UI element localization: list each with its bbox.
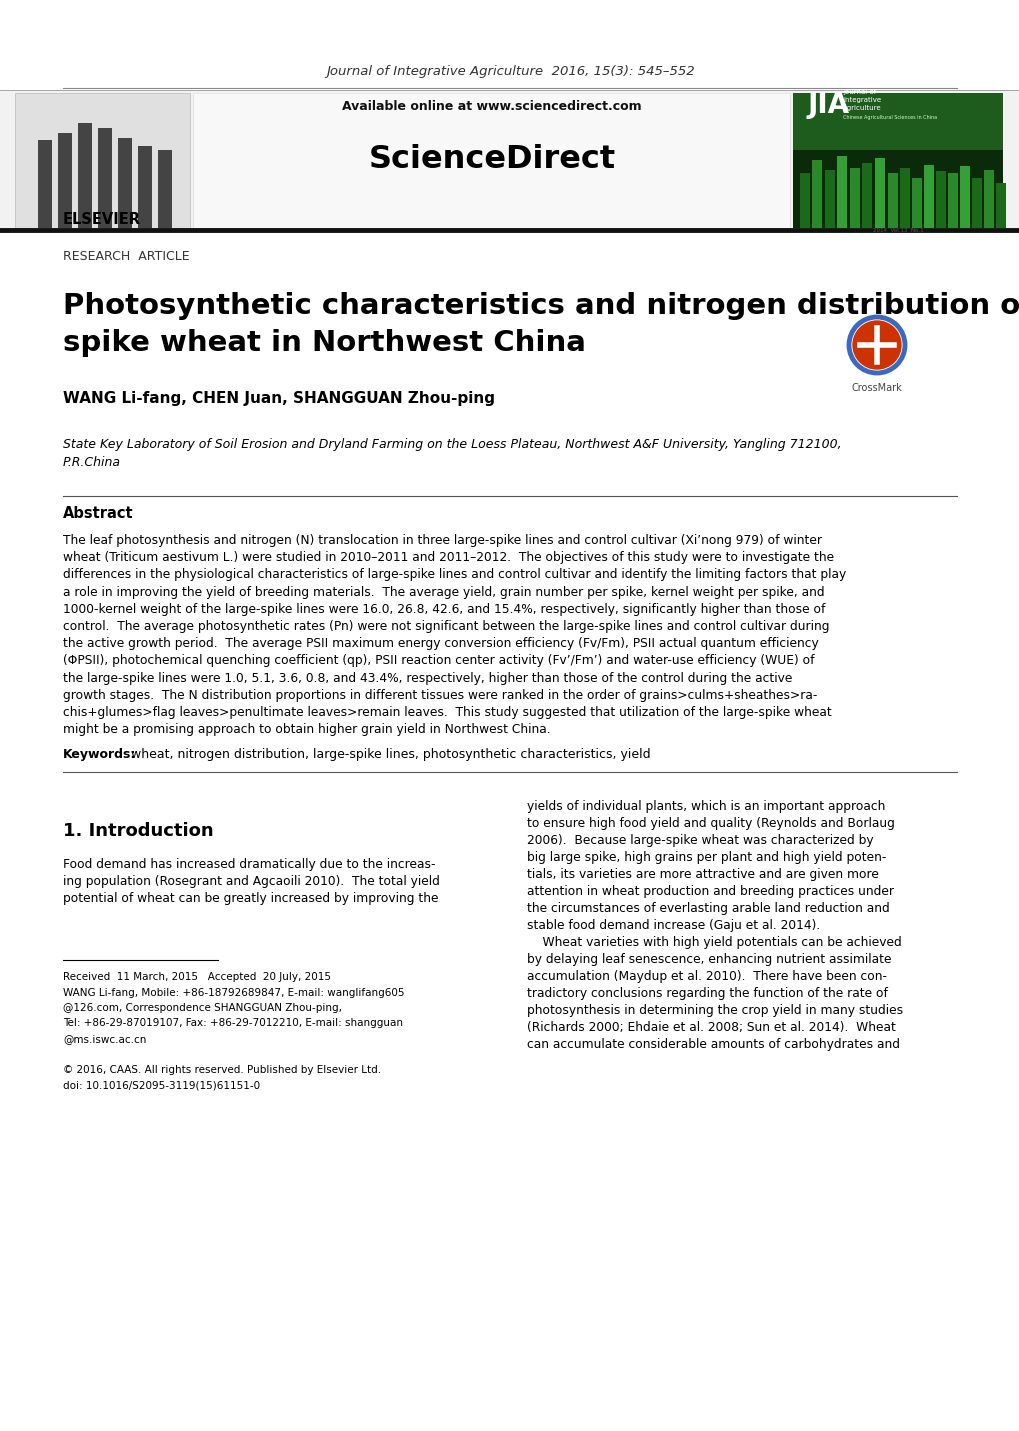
- Text: potential of wheat can be greatly increased by improving the: potential of wheat can be greatly increa…: [63, 892, 438, 904]
- Text: yields of individual plants, which is an important approach: yields of individual plants, which is an…: [527, 800, 884, 813]
- Text: State Key Laboratory of Soil Erosion and Dryland Farming on the Loess Plateau, N: State Key Laboratory of Soil Erosion and…: [63, 438, 841, 451]
- Text: by delaying leaf senescence, enhancing nutrient assimilate: by delaying leaf senescence, enhancing n…: [527, 953, 891, 966]
- Circle shape: [852, 321, 900, 369]
- Bar: [38, 140, 52, 228]
- Text: the active growth period.  The average PSII maximum energy conversion efficiency: the active growth period. The average PS…: [63, 637, 818, 650]
- Text: ELSEVIER: ELSEVIER: [63, 212, 141, 228]
- Bar: [118, 137, 131, 228]
- Bar: [995, 183, 1005, 228]
- Bar: [158, 150, 172, 228]
- Bar: [15, 93, 190, 228]
- Text: P.R.China: P.R.China: [63, 456, 121, 469]
- Bar: [98, 127, 112, 228]
- Text: doi: 10.1016/S2095-3119(15)61151-0: doi: 10.1016/S2095-3119(15)61151-0: [63, 1080, 260, 1090]
- Text: stable food demand increase (Gaju et al. 2014).: stable food demand increase (Gaju et al.…: [527, 919, 819, 932]
- Bar: [837, 156, 846, 228]
- Text: Keywords:: Keywords:: [63, 748, 137, 761]
- Text: can accumulate considerable amounts of carbohydrates and: can accumulate considerable amounts of c…: [527, 1037, 899, 1050]
- Text: Chinese Agricultural Sciences in China: Chinese Agricultural Sciences in China: [842, 116, 936, 120]
- Text: control.  The average photosynthetic rates (Pn) were not significant between the: control. The average photosynthetic rate…: [63, 620, 828, 633]
- Text: Photosynthetic characteristics and nitrogen distribution of large-: Photosynthetic characteristics and nitro…: [63, 292, 1019, 321]
- Text: CrossMark: CrossMark: [851, 384, 902, 394]
- Text: WANG Li-fang, Mobile: +86-18792689847, E-mail: wanglifang605: WANG Li-fang, Mobile: +86-18792689847, E…: [63, 987, 405, 997]
- Bar: [792, 150, 1002, 228]
- Text: @ms.iswc.ac.cn: @ms.iswc.ac.cn: [63, 1035, 147, 1045]
- Text: growth stages.  The N distribution proportions in different tissues were ranked : growth stages. The N distribution propor…: [63, 688, 816, 701]
- Text: ing population (Rosegrant and Agcaoili 2010).  The total yield: ing population (Rosegrant and Agcaoili 2…: [63, 874, 439, 889]
- Bar: [983, 170, 994, 228]
- Text: 2014  Vol.13  No.1: 2014 Vol.13 No.1: [872, 228, 922, 233]
- Text: accumulation (Maydup et al. 2010).  There have been con-: accumulation (Maydup et al. 2010). There…: [527, 970, 887, 983]
- Bar: [923, 165, 933, 228]
- Text: chis+glumes>flag leaves>penultimate leaves>remain leaves.  This study suggested : chis+glumes>flag leaves>penultimate leav…: [63, 705, 830, 718]
- Bar: [959, 166, 969, 228]
- Text: to ensure high food yield and quality (Reynolds and Borlaug: to ensure high food yield and quality (R…: [527, 817, 894, 830]
- Text: differences in the physiological characteristics of large-spike lines and contro: differences in the physiological charact…: [63, 568, 846, 581]
- Text: 1000-kernel weight of the large-spike lines were 16.0, 26.8, 42.6, and 15.4%, re: 1000-kernel weight of the large-spike li…: [63, 602, 824, 615]
- Bar: [799, 173, 809, 228]
- Text: Food demand has increased dramatically due to the increas-: Food demand has increased dramatically d…: [63, 859, 435, 871]
- Bar: [138, 146, 152, 228]
- Text: tials, its varieties are more attractive and are given more: tials, its varieties are more attractive…: [527, 869, 878, 881]
- Text: Journal of
Integrative
Agriculture: Journal of Integrative Agriculture: [842, 89, 880, 112]
- Text: spike wheat in Northwest China: spike wheat in Northwest China: [63, 329, 585, 356]
- Text: Wheat varieties with high yield potentials can be achieved: Wheat varieties with high yield potentia…: [527, 936, 901, 949]
- Bar: [947, 173, 957, 228]
- Bar: [792, 93, 1002, 228]
- Bar: [971, 177, 981, 228]
- Text: (ΦPSII), photochemical quenching coefficient (qp), PSII reaction center activity: (ΦPSII), photochemical quenching coeffic…: [63, 654, 814, 667]
- Text: RESEARCH  ARTICLE: RESEARCH ARTICLE: [63, 249, 190, 262]
- Bar: [193, 93, 790, 228]
- Text: a role in improving the yield of breeding materials.  The average yield, grain n: a role in improving the yield of breedin…: [63, 585, 823, 598]
- Text: attention in wheat production and breeding practices under: attention in wheat production and breedi…: [527, 884, 893, 899]
- Text: Journal of Integrative Agriculture  2016, 15(3): 545–552: Journal of Integrative Agriculture 2016,…: [325, 66, 694, 79]
- Text: ScienceDirect: ScienceDirect: [368, 145, 614, 176]
- Bar: [888, 173, 897, 228]
- Bar: [811, 160, 821, 228]
- Text: big large spike, high grains per plant and high yield poten-: big large spike, high grains per plant a…: [527, 851, 886, 864]
- Text: Abstract: Abstract: [63, 507, 133, 521]
- Text: Tel: +86-29-87019107, Fax: +86-29-7012210, E-mail: shangguan: Tel: +86-29-87019107, Fax: +86-29-701221…: [63, 1019, 403, 1029]
- Bar: [58, 133, 72, 228]
- Bar: [874, 157, 884, 228]
- Text: WANG Li-fang, CHEN Juan, SHANGGUAN Zhou-ping: WANG Li-fang, CHEN Juan, SHANGGUAN Zhou-…: [63, 391, 494, 405]
- Text: wheat (Triticum aestivum L.) were studied in 2010–2011 and 2011–2012.  The objec: wheat (Triticum aestivum L.) were studie…: [63, 551, 834, 564]
- Bar: [935, 170, 945, 228]
- Bar: [861, 163, 871, 228]
- Bar: [899, 167, 909, 228]
- Text: @126.com, Correspondence SHANGGUAN Zhou-ping,: @126.com, Correspondence SHANGGUAN Zhou-…: [63, 1003, 341, 1013]
- Text: The leaf photosynthesis and nitrogen (N) translocation in three large-spike line: The leaf photosynthesis and nitrogen (N)…: [63, 534, 821, 547]
- Text: 1. Introduction: 1. Introduction: [63, 821, 213, 840]
- Text: © 2016, CAAS. All rights reserved. Published by Elsevier Ltd.: © 2016, CAAS. All rights reserved. Publi…: [63, 1065, 381, 1075]
- Bar: [824, 170, 835, 228]
- Bar: [0, 90, 1019, 230]
- Text: wheat, nitrogen distribution, large-spike lines, photosynthetic characteristics,: wheat, nitrogen distribution, large-spik…: [127, 748, 650, 761]
- Text: JIA: JIA: [807, 92, 849, 119]
- Bar: [911, 177, 921, 228]
- Text: the circumstances of everlasting arable land reduction and: the circumstances of everlasting arable …: [527, 902, 889, 914]
- Text: might be a promising approach to obtain higher grain yield in Northwest China.: might be a promising approach to obtain …: [63, 723, 550, 736]
- Text: 2006).  Because large-spike wheat was characterized by: 2006). Because large-spike wheat was cha…: [527, 834, 872, 847]
- Text: (Richards 2000; Ehdaie et al. 2008; Sun et al. 2014).  Wheat: (Richards 2000; Ehdaie et al. 2008; Sun …: [527, 1020, 895, 1035]
- Text: photosynthesis in determining the crop yield in many studies: photosynthesis in determining the crop y…: [527, 1005, 902, 1017]
- Text: the large-spike lines were 1.0, 5.1, 3.6, 0.8, and 43.4%, respectively, higher t: the large-spike lines were 1.0, 5.1, 3.6…: [63, 671, 792, 684]
- Bar: [77, 123, 92, 228]
- Text: Received  11 March, 2015   Accepted  20 July, 2015: Received 11 March, 2015 Accepted 20 July…: [63, 972, 331, 982]
- Bar: [849, 167, 859, 228]
- Text: tradictory conclusions regarding the function of the rate of: tradictory conclusions regarding the fun…: [527, 987, 887, 1000]
- Text: Available online at www.sciencedirect.com: Available online at www.sciencedirect.co…: [341, 100, 641, 113]
